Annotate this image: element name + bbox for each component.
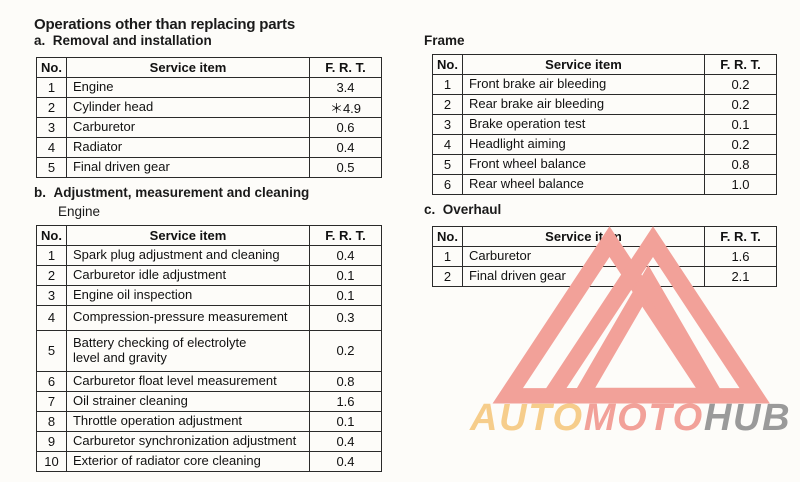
svg-text:AUTOMOTOHUB: AUTOMOTOHUB [469,397,791,439]
